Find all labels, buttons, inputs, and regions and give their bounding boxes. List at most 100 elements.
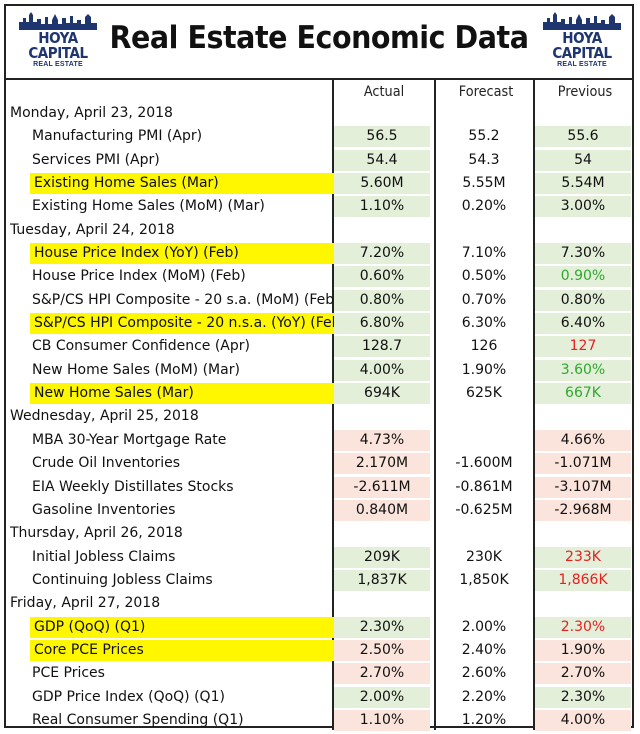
- table-row: Real Consumer Spending (Q1) 1.10% 1.20% 4.0…: [6, 709, 632, 732]
- actual-value: 1.10%: [334, 709, 430, 731]
- actual-value: 4.73%: [334, 429, 430, 451]
- table-row: Initial Jobless Claims 209K 230K 233K: [6, 546, 632, 569]
- forecast-value: 625K: [466, 385, 502, 402]
- actual-value: 209K: [334, 546, 430, 568]
- previous-value: 4.00%: [535, 709, 631, 731]
- table-row: New Home Sales (MoM) (Mar) 4.00% 1.90% 3.60…: [6, 359, 632, 382]
- actual-value: 0.80%: [334, 289, 430, 311]
- column-divider: [434, 80, 436, 730]
- previous-value: 55.6: [535, 126, 631, 148]
- table-row: House Price Index (YoY) (Feb) 7.20% 7.10% 7…: [6, 242, 632, 265]
- forecast-value: 2.00%: [461, 618, 507, 635]
- actual-value: 2.170M: [334, 453, 430, 475]
- previous-value: 1.90%: [535, 639, 631, 661]
- table-row: GDP Price Index (QoQ) (Q1) 2.00% 2.20% 2.30…: [6, 686, 632, 709]
- forecast-value: 0.50%: [461, 268, 507, 285]
- day-label: Monday, April 23, 2018: [10, 105, 173, 121]
- actual-value: 56.5: [334, 126, 430, 148]
- previous-value: -3.107M: [535, 476, 631, 498]
- indicator-label: Existing Home Sales (Mar): [30, 173, 334, 195]
- indicator-label: Initial Jobless Claims: [32, 548, 176, 565]
- indicator-label: EIA Weekly Distillates Stocks: [32, 478, 234, 495]
- hoya-capital-logo-left: HOYA CAPITAL REAL ESTATE: [16, 12, 100, 72]
- forecast-value: 54.3: [468, 151, 500, 168]
- forecast-value: 230K: [466, 548, 502, 565]
- table-row: Manufacturing PMI (Apr) 56.5 55.2 55.6: [6, 125, 632, 148]
- actual-value: 54.4: [334, 149, 430, 171]
- previous-value: 2.70%: [535, 663, 631, 685]
- actual-value: 7.20%: [334, 243, 430, 265]
- forecast-value: -1.600M: [455, 455, 513, 472]
- indicator-label: New Home Sales (MoM) (Mar): [32, 361, 240, 378]
- day-header-row: Thursday, April 26, 2018: [6, 522, 632, 545]
- forecast-value: 5.55M: [462, 175, 506, 192]
- column-divider: [332, 80, 334, 730]
- day-header-row: Friday, April 27, 2018: [6, 592, 632, 615]
- table-row: MBA 30-Year Mortgage Rate 4.73% 4.66%: [6, 429, 632, 452]
- indicator-label: Core PCE Prices: [30, 639, 334, 661]
- header: HOYA CAPITAL REAL ESTATE Real Estate Eco…: [6, 6, 632, 80]
- table-row: CB Consumer Confidence (Apr) 128.7 126 127: [6, 335, 632, 358]
- table-row: EIA Weekly Distillates Stocks -2.611M -0.8…: [6, 476, 632, 499]
- forecast-value: -0.625M: [455, 501, 513, 518]
- actual-value: 2.30%: [334, 616, 430, 638]
- indicator-label: MBA 30-Year Mortgage Rate: [32, 431, 227, 448]
- table-row: Services PMI (Apr) 54.4 54.3 54: [6, 149, 632, 172]
- table-row: New Home Sales (Mar) 694K 625K 667K: [6, 382, 632, 405]
- table-row: Gasoline Inventories 0.840M -0.625M -2.968M: [6, 499, 632, 522]
- indicator-label: New Home Sales (Mar): [30, 383, 334, 405]
- previous-value: -1.071M: [535, 453, 631, 475]
- indicator-label: Continuing Jobless Claims: [32, 571, 213, 588]
- hoya-capital-logo-right: HOYA CAPITAL REAL ESTATE: [540, 12, 624, 72]
- indicator-label: CB Consumer Confidence (Apr): [32, 338, 250, 355]
- indicator-label: PCE Prices: [32, 665, 105, 682]
- forecast-value: -0.861M: [455, 478, 513, 495]
- column-header-actual: Actual: [363, 84, 405, 100]
- indicator-label: Existing Home Sales (MoM) (Mar): [32, 198, 265, 215]
- day-header-row: Monday, April 23, 2018: [6, 102, 632, 125]
- actual-value: 0.840M: [334, 499, 430, 521]
- day-header-row: Tuesday, April 24, 2018: [6, 219, 632, 242]
- forecast-value: 126: [470, 338, 498, 355]
- forecast-value: 0.20%: [461, 198, 507, 215]
- actual-value: 694K: [334, 383, 430, 405]
- previous-value: 54: [535, 149, 631, 171]
- indicator-label: Real Consumer Spending (Q1): [32, 711, 244, 728]
- indicator-label: Manufacturing PMI (Apr): [32, 128, 203, 145]
- indicator-label: House Price Index (MoM) (Feb): [32, 268, 246, 285]
- previous-value: 1,866K: [535, 569, 631, 591]
- column-header-forecast: Forecast: [458, 84, 514, 100]
- indicator-label: Services PMI (Apr): [32, 151, 160, 168]
- actual-value: 5.60M: [334, 173, 430, 195]
- logo-brand-text: HOYA CAPITAL: [28, 29, 88, 62]
- forecast-value: 1,850K: [459, 571, 509, 588]
- indicator-label: GDP Price Index (QoQ) (Q1): [32, 688, 225, 705]
- previous-value: 6.40%: [535, 313, 631, 335]
- previous-value: 2.30%: [535, 686, 631, 708]
- previous-value: 2.30%: [535, 616, 631, 638]
- previous-value: 3.60%: [535, 359, 631, 381]
- actual-value: 1.10%: [334, 196, 430, 218]
- actual-value: 128.7: [334, 336, 430, 358]
- indicator-label: GDP (QoQ) (Q1): [30, 616, 334, 638]
- indicator-label: House Price Index (YoY) (Feb): [30, 243, 334, 265]
- previous-value: 667K: [535, 383, 631, 405]
- skyline-icon: [543, 12, 621, 30]
- indicator-label: Crude Oil Inventories: [32, 455, 180, 472]
- actual-value: 4.00%: [334, 359, 430, 381]
- indicator-label: S&P/CS HPI Composite - 20 s.a. (MoM) (Fe…: [32, 291, 340, 308]
- previous-value: 7.30%: [535, 243, 631, 265]
- column-divider: [533, 80, 535, 730]
- data-table-frame: HOYA CAPITAL REAL ESTATE Real Estate Eco…: [4, 4, 634, 731]
- table-row: Continuing Jobless Claims 1,837K 1,850K 1,8…: [6, 569, 632, 592]
- day-label: Friday, April 27, 2018: [10, 595, 161, 612]
- table-row: Crude Oil Inventories 2.170M -1.600M -1.071…: [6, 452, 632, 475]
- actual-value: 2.50%: [334, 639, 430, 661]
- forecast-value: 6.30%: [461, 315, 507, 332]
- table-row: Existing Home Sales (Mar) 5.60M 5.55M 5.54M: [6, 172, 632, 195]
- actual-value: -2.611M: [334, 476, 430, 498]
- day-header-row: Wednesday, April 25, 2018: [6, 405, 632, 428]
- previous-value: 5.54M: [535, 173, 631, 195]
- forecast-value: 2.60%: [461, 665, 507, 682]
- skyline-icon: [19, 12, 97, 30]
